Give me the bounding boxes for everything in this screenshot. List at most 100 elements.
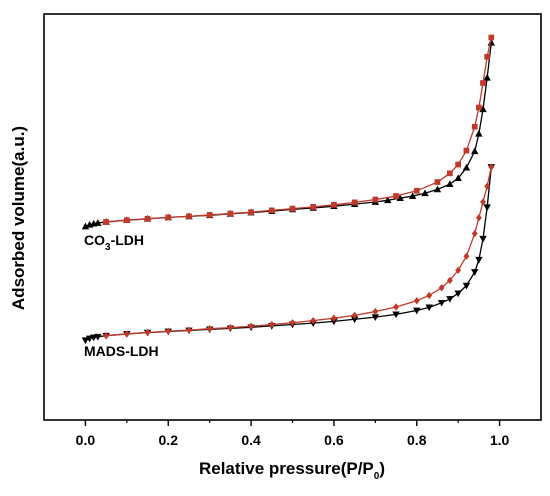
data-point [455,161,462,168]
data-point [454,174,462,182]
data-point [434,179,441,185]
data-point [463,147,470,154]
data-point [480,80,486,86]
data-point [476,104,482,111]
data-point [454,290,462,298]
data-point [447,170,453,177]
data-point [330,314,337,322]
data-point [248,209,254,216]
plot-frame [43,13,542,421]
data-point [310,204,317,210]
data-point [372,196,379,203]
series-label-co3-ldh: CO3-LDH [84,232,144,253]
series-label-co3-sub: 3 [105,242,111,253]
data-point [331,201,337,208]
data-point [475,214,482,222]
data-point [227,210,234,217]
data-point [351,311,358,320]
data-point [351,199,358,206]
data-point [103,219,109,225]
data-point [144,328,151,337]
data-point [421,189,429,197]
data-point [462,163,471,171]
data-point [227,323,234,332]
data-point [488,163,495,171]
data-point [484,182,491,190]
data-point [437,299,446,307]
series-line [85,42,492,228]
data-point [475,129,483,137]
series-label-co3-suffix: -LDH [111,232,144,248]
data-point [446,276,453,285]
x-tick-label: 0.4 [241,432,261,448]
y-axis-title: Adsorbed volume(a.u.) [9,126,28,310]
data-point [186,326,192,334]
data-point [471,229,478,238]
series-label-mads-ldh: MADS-LDH [84,343,159,359]
data-point [81,337,90,345]
data-point [471,123,478,130]
data-point [446,296,454,303]
data-point [413,297,420,305]
series-line [85,166,492,341]
series-co3-ldh-desorption [103,34,495,225]
data-point [425,304,433,312]
data-point [123,330,130,338]
data-point [186,213,192,220]
series-label-co3-main: CO [84,232,105,248]
x-axis-title-suffix: ) [379,459,385,478]
data-point [483,73,491,81]
x-axis-title-main: Relative pressure(P/P [199,459,374,478]
data-point [85,335,94,343]
data-point [413,307,421,315]
x-axis-ticks: 0.0 0.2 0.4 0.6 0.8 1.0 [76,420,510,448]
data-point [471,269,479,276]
data-point [483,204,491,212]
data-point [438,284,445,292]
x-tick-label: 0.0 [76,432,96,448]
x-tick-label: 0.6 [324,432,344,448]
data-point [123,217,130,224]
x-axis-title-sub: 0 [374,471,380,482]
data-point [289,205,296,212]
data-point [89,334,98,342]
data-point [408,192,417,199]
series-co3-ldh-adsorption [81,38,496,230]
data-point [94,333,102,341]
data-point [94,219,102,226]
data-point [393,303,399,311]
data-point [413,187,420,194]
data-point [463,252,470,260]
x-tick-label: 0.2 [159,432,179,448]
data-point [289,319,296,327]
data-point [455,266,462,274]
series-line [106,166,492,337]
data-point [165,327,172,335]
x-tick-label: 1.0 [490,432,510,448]
data-point [446,180,454,188]
data-point [310,316,317,325]
series-mads-ldh-desorption [103,163,495,340]
data-point [426,291,433,300]
data-point [248,322,255,330]
data-point [144,215,151,222]
x-tick-label: 0.8 [407,432,427,448]
data-point [165,214,172,221]
data-point [471,147,479,155]
data-point [462,282,471,290]
data-point [393,193,399,199]
data-point [475,256,483,264]
data-point [392,311,400,319]
data-point [433,185,442,193]
data-point [206,325,213,333]
x-axis-title: Relative pressure(P/P0) [199,459,385,482]
data-point [268,207,275,214]
data-point [479,235,487,243]
data-point [268,320,275,329]
data-point [103,332,110,340]
data-point [484,53,491,60]
data-point [206,212,213,218]
data-point [480,198,486,206]
data-point [384,196,392,204]
